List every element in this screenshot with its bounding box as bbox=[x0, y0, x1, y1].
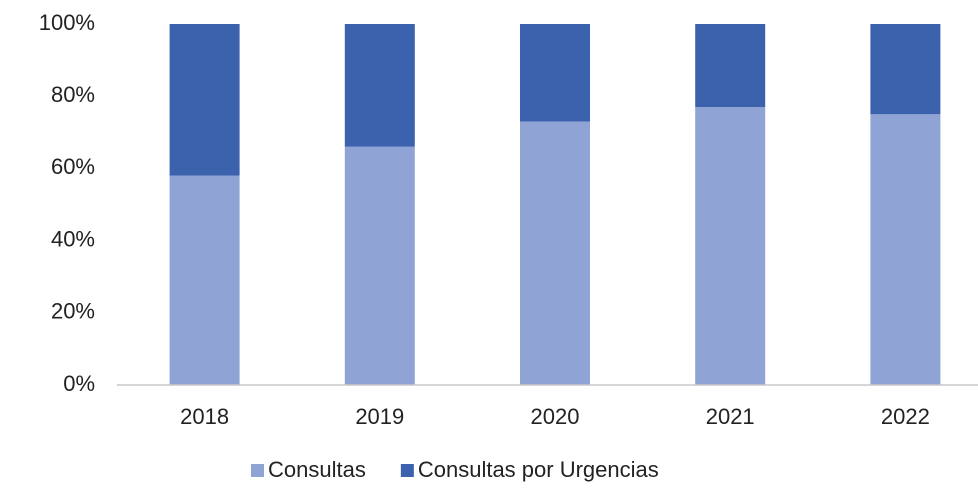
bar-segment bbox=[169, 24, 240, 176]
x-tick-label: 2020 bbox=[531, 404, 580, 429]
x-tick-label: 2018 bbox=[180, 404, 229, 429]
bar-segment bbox=[520, 24, 590, 122]
y-tick-label: 60% bbox=[51, 154, 95, 179]
legend-swatch bbox=[400, 464, 414, 477]
y-tick-label: 80% bbox=[51, 82, 95, 107]
x-tick-label: 2022 bbox=[881, 404, 930, 429]
bar-segment bbox=[870, 114, 941, 385]
x-tick-label: 2021 bbox=[706, 404, 755, 429]
y-tick-label: 0% bbox=[63, 371, 95, 396]
bar-segment bbox=[169, 175, 240, 385]
legend-label: Consultas por Urgencias bbox=[418, 457, 659, 482]
bar-segment bbox=[520, 121, 590, 385]
legend-label: Consultas bbox=[268, 457, 366, 482]
y-tick-label: 40% bbox=[51, 226, 95, 251]
bar-segment bbox=[695, 107, 766, 385]
legend-swatch bbox=[251, 464, 264, 477]
bar-segment bbox=[344, 146, 415, 385]
bar-segment bbox=[870, 24, 941, 115]
bar-segment bbox=[695, 24, 766, 108]
bar-segment bbox=[344, 24, 415, 147]
y-tick-label: 100% bbox=[39, 10, 95, 35]
x-tick-label: 2019 bbox=[355, 404, 404, 429]
y-tick-label: 20% bbox=[51, 299, 95, 324]
